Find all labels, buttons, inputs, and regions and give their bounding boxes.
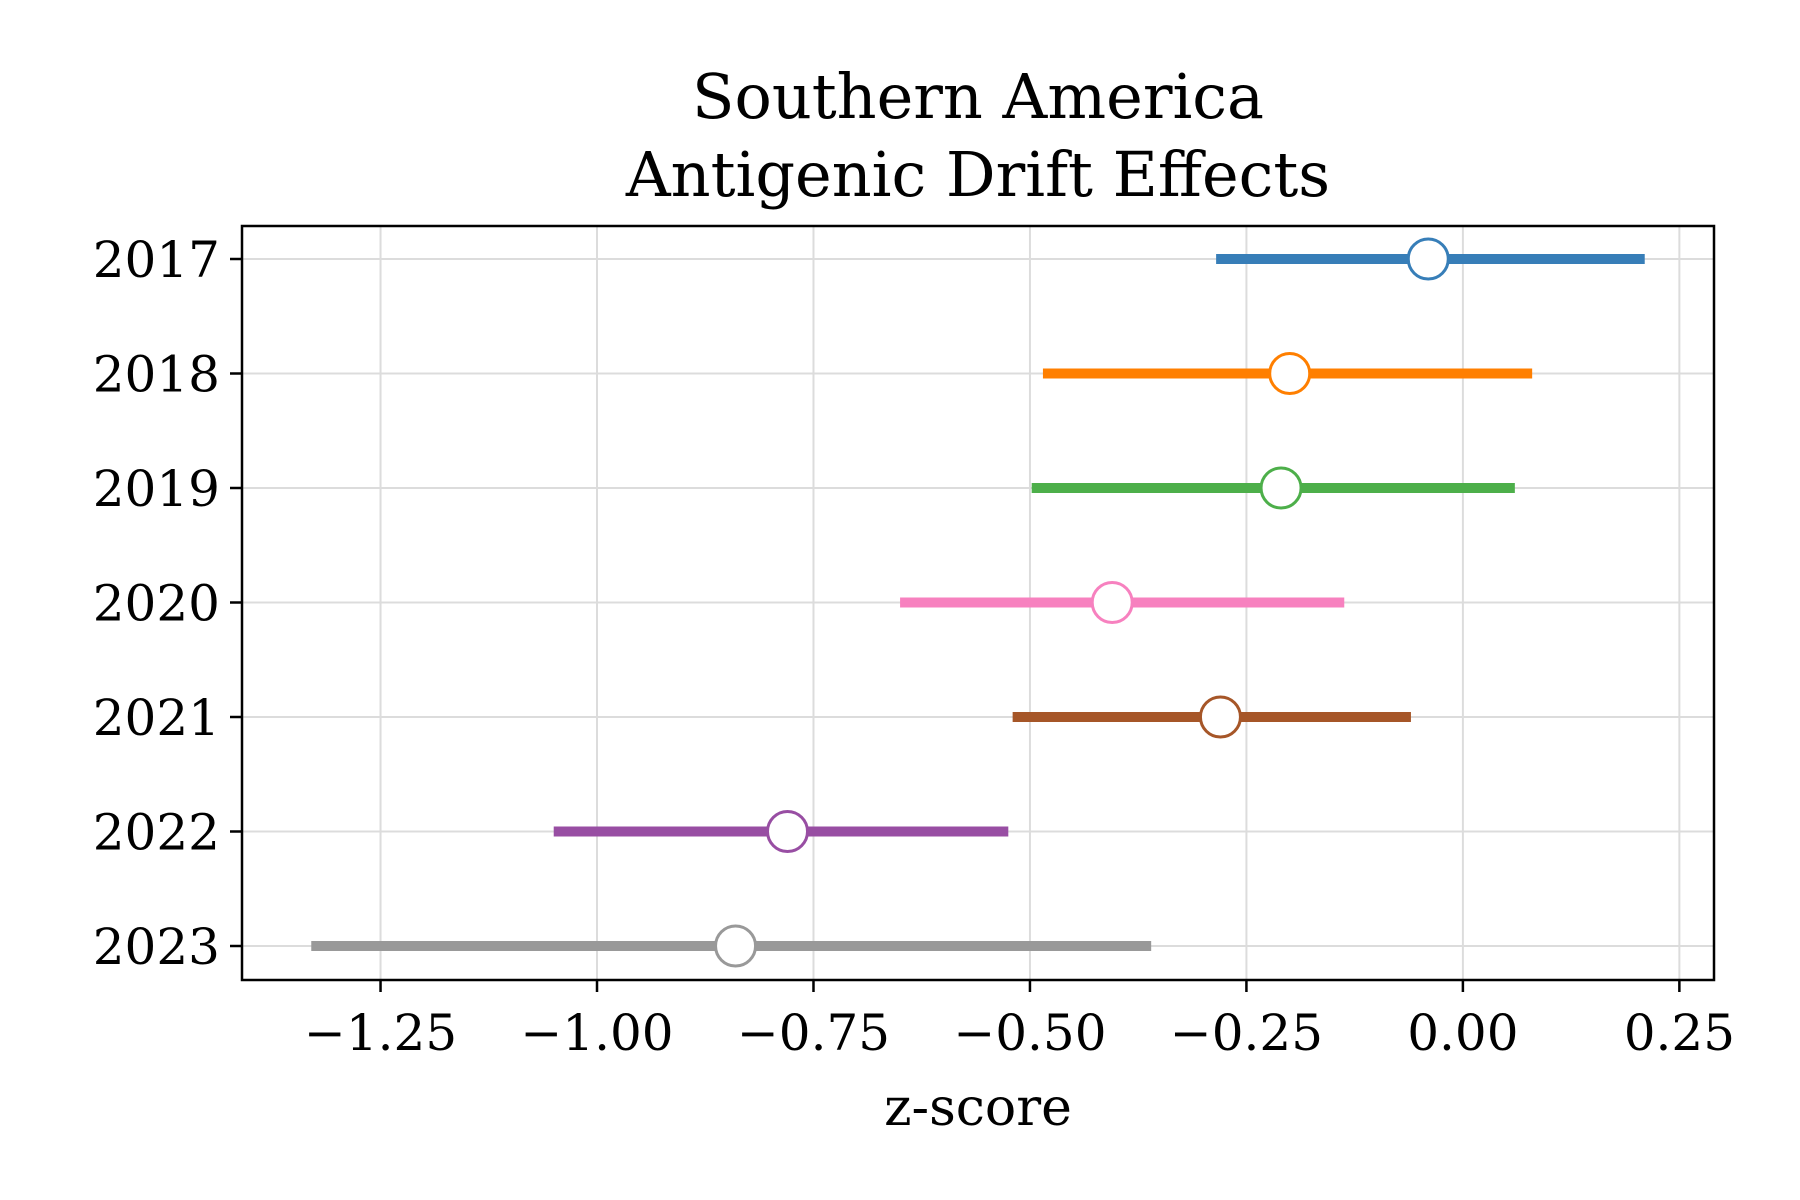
y-tick-label: 2017 [93,231,220,289]
estimate-point-2018 [1268,352,1312,395]
y-tick-label: 2023 [93,918,220,976]
y-tick-label: 2018 [93,346,220,404]
x-tick-label: −1.25 [304,1004,457,1062]
chart-title: Southern America Antigenic Drift Effects [625,60,1330,211]
estimate-point-2017 [1406,237,1450,281]
estimate-point-2021 [1198,695,1242,739]
estimate-point-2022 [766,810,810,853]
x-tick-label: 0.00 [1407,1004,1518,1062]
estimate-point-2020 [1090,581,1134,624]
x-axis-label: z-score [884,1078,1072,1138]
estimate-point-2023 [714,924,758,968]
y-tick-label: 2019 [93,460,220,518]
chart-title-line: Antigenic Drift Effects [625,138,1330,211]
x-tick-label: −0.75 [737,1004,890,1062]
x-tick-label: −0.25 [1170,1004,1323,1062]
y-tick-label: 2021 [93,689,220,747]
y-tick-label: 2020 [93,575,220,633]
y-tick-label: 2022 [93,804,220,862]
x-tick-label: −1.00 [520,1004,673,1062]
x-tick-label: −0.50 [953,1004,1106,1062]
data-series [311,237,1645,968]
x-tick-label: 0.25 [1624,1004,1735,1062]
estimate-point-2019 [1259,466,1303,510]
axis-ticks: −1.25 −1.00 −0.75 −0.50 −0.25 0.00 0.25 2017 201… [93,231,1735,1062]
chart-title-line: Southern America [692,60,1264,133]
